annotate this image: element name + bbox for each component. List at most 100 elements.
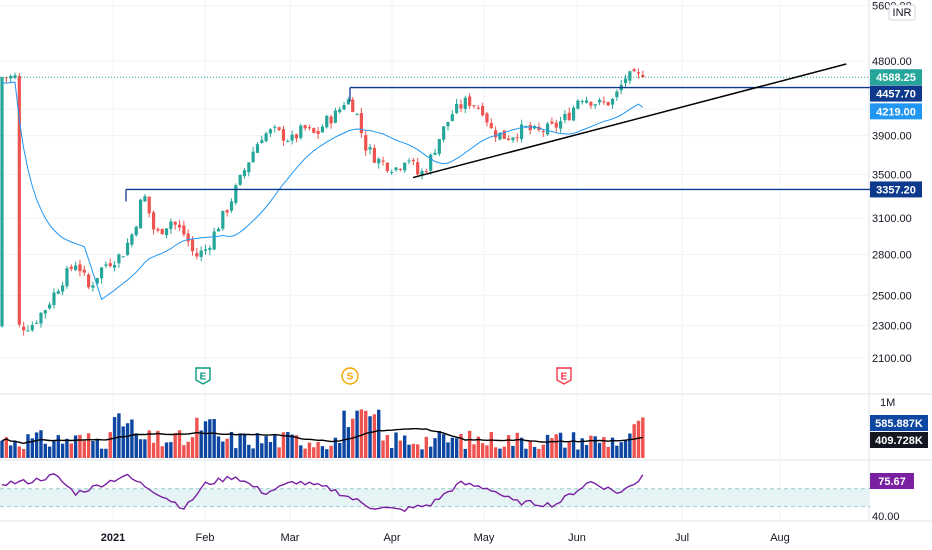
candle: [177, 219, 182, 232]
candle: [325, 114, 329, 129]
volume-bar: [43, 443, 47, 458]
volume-bar: [121, 426, 125, 458]
candle: [463, 95, 467, 114]
volume-bar: [82, 440, 86, 458]
volume-bar: [528, 441, 532, 458]
candle: [494, 126, 498, 142]
candle: [312, 127, 316, 134]
candle: [78, 259, 82, 277]
candle: [48, 302, 52, 310]
volume-bar: [34, 432, 39, 458]
candle: [372, 144, 376, 164]
moving-average-badge: 4219.00: [870, 103, 922, 120]
svg-text:E: E: [561, 372, 568, 383]
volume-bar: [493, 447, 498, 458]
candle: [56, 288, 60, 295]
split-event-icon[interactable]: S: [341, 367, 359, 385]
candle: [338, 106, 342, 114]
volume-bar: [30, 438, 35, 458]
candle: [398, 168, 402, 172]
candle: [61, 281, 65, 296]
volume-bar: [372, 414, 377, 458]
candle: [515, 133, 519, 142]
earnings-event-icon[interactable]: E: [556, 367, 572, 385]
volume-bar: [554, 434, 558, 458]
volume-bar: [52, 441, 56, 458]
currency-badge[interactable]: INR: [888, 4, 916, 21]
candle: [195, 247, 199, 260]
candle: [472, 104, 476, 109]
candle: [502, 130, 506, 140]
svg-text:INR: INR: [893, 7, 912, 19]
volume-bar: [203, 421, 208, 458]
volume-bar: [615, 445, 619, 458]
candle: [450, 110, 454, 122]
candle: [433, 148, 437, 156]
candle: [411, 157, 415, 166]
volume-bar: [156, 430, 160, 458]
volume-bar: [558, 432, 563, 458]
candle: [342, 101, 346, 111]
candle: [203, 244, 208, 255]
candle: [403, 162, 407, 173]
candle: [286, 139, 290, 143]
svg-text:4457.70: 4457.70: [876, 89, 916, 101]
trendline[interactable]: [412, 63, 847, 179]
volume-bar: [164, 442, 169, 458]
candle: [290, 130, 294, 145]
volume-bar: [0, 440, 4, 458]
candle: [39, 311, 43, 328]
candle: [481, 102, 485, 117]
candle: [199, 246, 203, 262]
volume-bar: [273, 435, 277, 458]
candle: [368, 144, 372, 155]
time-tick-label: 2021: [101, 532, 125, 544]
volume-bar: [545, 434, 550, 458]
volume-bar: [307, 442, 312, 458]
candle: [13, 72, 17, 80]
volume-bar: [21, 449, 26, 458]
volume-bar: [333, 437, 338, 458]
volume-bar: [4, 437, 9, 458]
candle: [216, 227, 221, 232]
volume-bar: [225, 438, 229, 458]
volume-bar: [381, 440, 385, 458]
earnings-event-icon[interactable]: E: [195, 367, 211, 385]
volume-bar: [377, 409, 381, 458]
volume-bar: [584, 444, 589, 458]
volume-bar: [519, 437, 524, 458]
volume-bar: [299, 445, 303, 458]
candle: [576, 99, 580, 110]
volume-bar: [532, 446, 537, 458]
volume-bar: [130, 419, 134, 458]
volume-bar: [234, 448, 238, 458]
candle: [567, 107, 571, 121]
volume-bar: [294, 435, 299, 458]
volume-bar: [134, 433, 138, 458]
candle: [589, 101, 593, 109]
candle: [182, 220, 186, 237]
time-tick-label: Aug: [770, 532, 790, 544]
volume-bar: [281, 432, 286, 458]
rsi-line: [1, 473, 644, 513]
candle: [507, 135, 511, 141]
volume-bar: [433, 438, 437, 458]
candle: [442, 126, 446, 143]
candle: [489, 118, 493, 129]
time-tick-label: May: [474, 532, 495, 544]
candle: [225, 208, 229, 217]
volume-bar: [73, 435, 78, 458]
candle: [615, 89, 619, 101]
candle: [9, 74, 13, 83]
candle: [385, 162, 389, 173]
candle: [164, 228, 169, 239]
volume-bar: [325, 449, 329, 458]
candle: [17, 72, 21, 328]
volume-ma-badge: 409.728K: [870, 432, 928, 448]
candle: [424, 168, 428, 173]
candle: [87, 272, 91, 290]
volume-bar: [411, 443, 416, 458]
candle: [554, 119, 558, 133]
candle: [606, 101, 610, 107]
